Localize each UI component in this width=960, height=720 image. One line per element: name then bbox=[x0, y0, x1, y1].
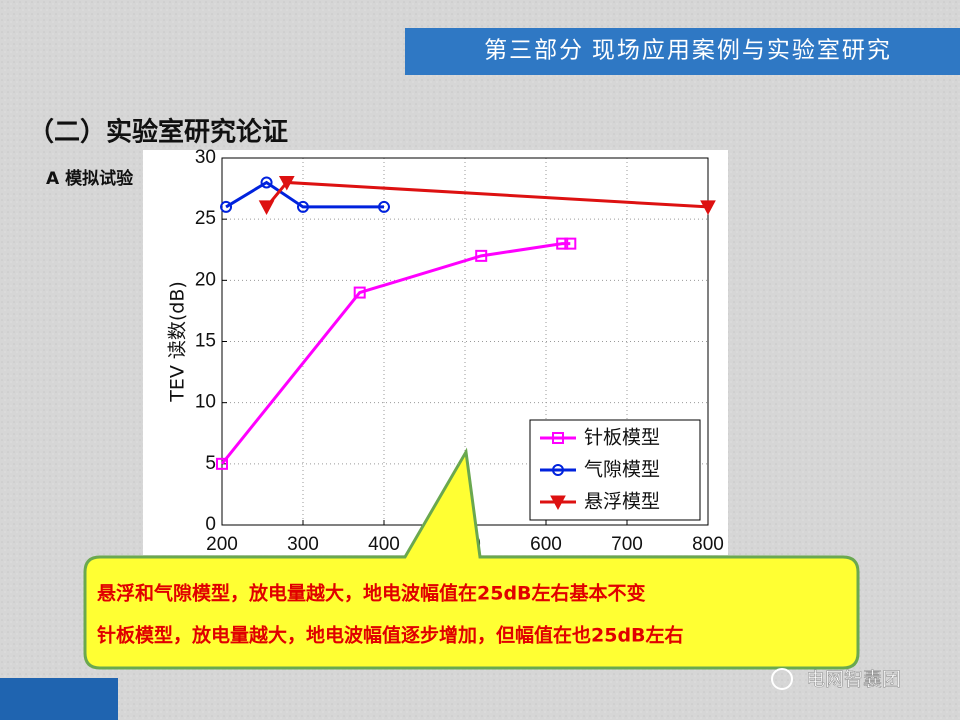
point bbox=[700, 200, 716, 215]
watermark-icon bbox=[771, 668, 793, 690]
x-tick-label: 300 bbox=[287, 534, 319, 555]
line bbox=[225, 180, 384, 209]
point bbox=[278, 175, 295, 191]
point bbox=[564, 237, 577, 250]
legend-label: 针板模型 bbox=[584, 427, 660, 449]
y-tick-label: 30 bbox=[195, 147, 216, 168]
header-title: 第三部分 现场应用案例与实验室研究 bbox=[484, 37, 892, 62]
legend-marker bbox=[552, 432, 564, 444]
y-tick-label: 15 bbox=[195, 331, 216, 352]
point bbox=[475, 249, 488, 262]
corner-block bbox=[0, 678, 118, 720]
y-tick-label: 5 bbox=[205, 453, 216, 474]
section-title: （二）实验室研究论证 bbox=[28, 117, 288, 148]
x-tick-label: 400 bbox=[368, 534, 400, 555]
point bbox=[297, 200, 309, 213]
y-axis-label: TEV 读数(dB) bbox=[167, 281, 189, 403]
x-tick-label: 800 bbox=[692, 534, 724, 555]
y-tick-label: 0 bbox=[205, 514, 216, 535]
y-tick-label: 20 bbox=[195, 269, 216, 290]
point bbox=[258, 200, 275, 215]
point bbox=[556, 237, 569, 250]
callout-box bbox=[83, 447, 860, 670]
legend-label: 悬浮模型 bbox=[584, 491, 660, 513]
overlay: 悬浮和气隙模型，放电量越大，地电波幅值在25dB左右基本不变 针板模型，放电量越… bbox=[0, 447, 901, 720]
header-banner bbox=[405, 28, 960, 75]
y-tick-label: 10 bbox=[195, 392, 216, 413]
legend-marker bbox=[550, 495, 566, 511]
callout-text: 针板模型，放电量越大，地电波幅值逐步增加，但幅值在也25dB左右 bbox=[97, 624, 684, 647]
watermark: 电网智囊团 bbox=[806, 669, 901, 691]
subsection-title: A 模拟试验 bbox=[46, 168, 134, 189]
point bbox=[378, 200, 390, 213]
point bbox=[353, 286, 366, 299]
x-tick-label: 600 bbox=[530, 534, 562, 555]
point bbox=[216, 457, 228, 470]
legend-label: 气隙模型 bbox=[584, 459, 660, 481]
point bbox=[220, 200, 233, 213]
x-tick-label: 700 bbox=[611, 534, 643, 555]
point bbox=[260, 176, 273, 189]
callout-text: 悬浮和气隙模型，放电量越大，地电波幅值在25dB左右基本不变 bbox=[97, 582, 646, 605]
y-tick-label: 25 bbox=[195, 208, 216, 229]
legend-marker bbox=[552, 464, 564, 476]
x-tick-label: 200 bbox=[206, 534, 238, 555]
